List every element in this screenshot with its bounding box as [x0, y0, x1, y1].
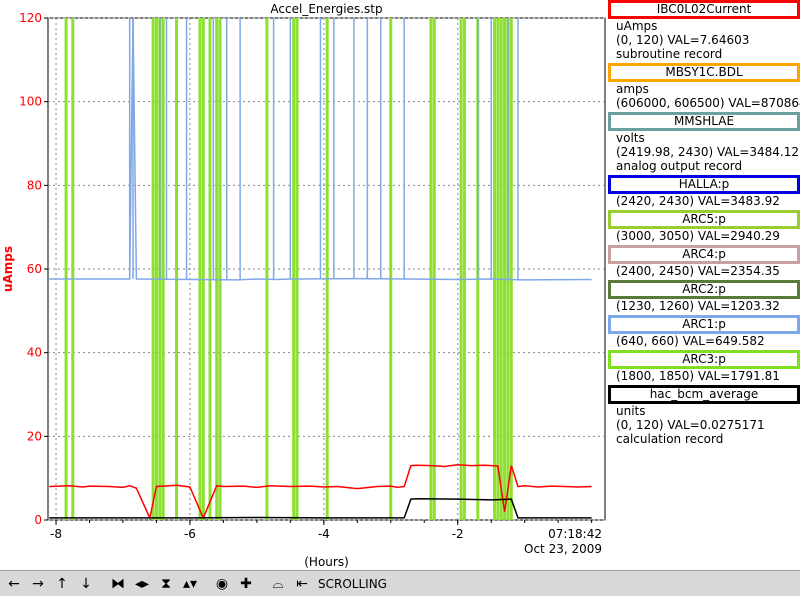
legend-entry[interactable]: IBC0L02Current uAmps (0, 120) VAL=7.64603 s… [608, 0, 800, 61]
legend-detail: calculation record [616, 432, 724, 446]
y-axis-label: uAmps [1, 246, 15, 292]
chart-area-icon: ⌓ [272, 575, 284, 592]
y-tick-label: 80 [27, 178, 42, 192]
legend-detail: (1800, 1850) VAL=1791.81 [616, 369, 780, 383]
zoom-horizontal-in-icon: ⧓ [111, 575, 125, 592]
legend-detail: (0, 120) VAL=7.64603 [616, 33, 750, 47]
legend-detail: uAmps [616, 19, 658, 33]
zoom-vertical-in-icon: ⧗ [161, 575, 171, 592]
legend-signal-name[interactable]: ARC3:p [608, 350, 800, 369]
y-tick-label: 40 [27, 346, 42, 360]
toolbar-buttons: ← → ↑ ↓ ⧓ ◂▸ ⧗ ▴▾ ◉ ✚ ⌓ ⇤ [0, 574, 312, 594]
chart: Accel_Energies.stp 0 20 40 60 80 100 120 -8 -6 -4 -… [1, 2, 606, 569]
legend-signal-name[interactable]: ARC2:p [608, 280, 800, 299]
legend-detail: subroutine record [616, 47, 723, 61]
legend-entry[interactable]: ARC4:p (2400, 2450) VAL=2354.35 [608, 245, 800, 278]
series-line-7 [49, 17, 592, 281]
autoscale-button[interactable]: ◉ [212, 574, 232, 594]
legend-detail: (2400, 2450) VAL=2354.35 [616, 264, 780, 278]
x-tick-label: -2 [452, 527, 464, 541]
legend-entry[interactable]: hac_bcm_average units (0, 120) VAL=0.02751… [608, 385, 800, 446]
legend-detail: (3000, 3050) VAL=2940.29 [616, 229, 780, 243]
end-time-label: 07:18:42 [548, 527, 602, 541]
chart-area-button[interactable]: ⌓ [268, 574, 288, 594]
arrow-right-button[interactable]: → [28, 574, 48, 594]
legend-detail: analog output record [616, 159, 743, 173]
zoom-horizontal-out-icon: ◂▸ [134, 575, 150, 592]
end-date-label: Oct 23, 2009 [524, 542, 602, 556]
legend-signal-name[interactable]: MMSHLAE [608, 112, 800, 131]
zoom-horizontal-in-button[interactable]: ⧓ [108, 574, 128, 594]
legend-detail: volts [616, 131, 645, 145]
legend-signal-name[interactable]: IBC0L02Current [608, 0, 800, 19]
legend-detail: (0, 120) VAL=0.0275171 [616, 418, 765, 432]
arrow-left-icon: ← [8, 575, 20, 592]
legend-signal-name[interactable]: ARC4:p [608, 245, 800, 264]
y-tick-label: 120 [19, 11, 42, 25]
add-button[interactable]: ✚ [236, 574, 256, 594]
legend-detail: (2419.98, 2430) VAL=3484.12 [616, 145, 799, 159]
arrow-down-icon: ↓ [80, 575, 92, 592]
legend-detail: (640, 660) VAL=649.582 [616, 334, 765, 348]
legend-entry[interactable]: MMSHLAE volts (2419.98, 2430) VAL=3484.12 a… [608, 112, 800, 173]
arrow-down-button[interactable]: ↓ [76, 574, 96, 594]
x-tick-label: -6 [184, 527, 196, 541]
chart-title: Accel_Energies.stp [270, 2, 382, 16]
status-label: SCROLLING [318, 576, 387, 591]
legend-detail: (606000, 606500) VAL=870864 [616, 96, 800, 110]
x-axis-label: (Hours) [304, 555, 349, 569]
legend-signal-name[interactable]: ARC1:p [608, 315, 800, 334]
legend-detail: units [616, 404, 646, 418]
legend-signal-name[interactable]: MBSY1C.BDL [608, 63, 800, 82]
legend-detail: (2420, 2430) VAL=3483.92 [616, 194, 780, 208]
legend-entry[interactable]: ARC2:p (1230, 1260) VAL=1203.32 [608, 280, 800, 313]
x-tick-label: -4 [318, 527, 330, 541]
y-tick-label: 20 [27, 429, 42, 443]
arrow-left-button[interactable]: ← [4, 574, 24, 594]
legend-entry[interactable]: ARC1:p (640, 660) VAL=649.582 [608, 315, 800, 348]
arrow-up-icon: ↑ [56, 575, 68, 592]
jump-to-end-button[interactable]: ⇤ [292, 574, 312, 594]
legend-signal-name[interactable]: ARC5:p [608, 210, 800, 229]
zoom-vertical-out-button[interactable]: ▴▾ [180, 574, 200, 594]
legend-entry[interactable]: ARC3:p (1800, 1850) VAL=1791.81 [608, 350, 800, 383]
legend-detail: amps [616, 82, 649, 96]
series-line-0 [49, 464, 592, 521]
y-tick-label: 60 [27, 262, 42, 276]
legend-entry[interactable]: HALLA:p (2420, 2430) VAL=3483.92 [608, 175, 800, 208]
add-icon: ✚ [240, 575, 252, 592]
legend-entry[interactable]: MBSY1C.BDL amps (606000, 606500) VAL=87086… [608, 63, 800, 110]
autoscale-icon: ◉ [215, 575, 229, 592]
series-line-9 [49, 497, 592, 519]
legend-panel: IBC0L02Current uAmps (0, 120) VAL=7.64603 s… [608, 0, 800, 570]
zoom-horizontal-out-button[interactable]: ◂▸ [132, 574, 152, 594]
legend-signal-name[interactable]: hac_bcm_average [608, 385, 800, 404]
legend-entry[interactable]: ARC5:p (3000, 3050) VAL=2940.29 [608, 210, 800, 243]
legend-detail: (1230, 1260) VAL=1203.32 [616, 299, 780, 313]
zoom-vertical-out-icon: ▴▾ [182, 575, 198, 592]
zoom-vertical-in-button[interactable]: ⧗ [156, 574, 176, 594]
toolbar: ← → ↑ ↓ ⧓ ◂▸ ⧗ ▴▾ ◉ ✚ ⌓ ⇤ SCROLLING [0, 570, 800, 596]
y-tick-label: 100 [19, 95, 42, 109]
y-tick-label: 0 [34, 513, 42, 527]
legend-signal-name[interactable]: HALLA:p [608, 175, 800, 194]
jump-to-end-icon: ⇤ [296, 575, 308, 592]
arrow-up-button[interactable]: ↑ [52, 574, 72, 594]
arrow-right-icon: → [32, 575, 44, 592]
x-tick-label: -8 [50, 527, 62, 541]
